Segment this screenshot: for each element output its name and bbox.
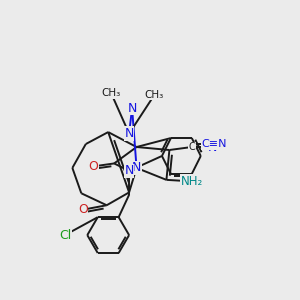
Text: NH₂: NH₂ xyxy=(181,175,203,188)
Text: N: N xyxy=(124,127,134,140)
Text: O: O xyxy=(78,203,88,216)
Text: CH₃: CH₃ xyxy=(102,88,121,98)
Text: CH₃: CH₃ xyxy=(145,90,164,100)
Text: N: N xyxy=(208,140,218,154)
Text: C≡N: C≡N xyxy=(202,139,227,149)
Text: N: N xyxy=(124,164,134,177)
Text: N: N xyxy=(128,102,137,115)
Text: Cl: Cl xyxy=(59,229,71,242)
Text: O: O xyxy=(88,160,98,173)
Text: N: N xyxy=(132,161,141,174)
Text: C: C xyxy=(188,142,195,152)
